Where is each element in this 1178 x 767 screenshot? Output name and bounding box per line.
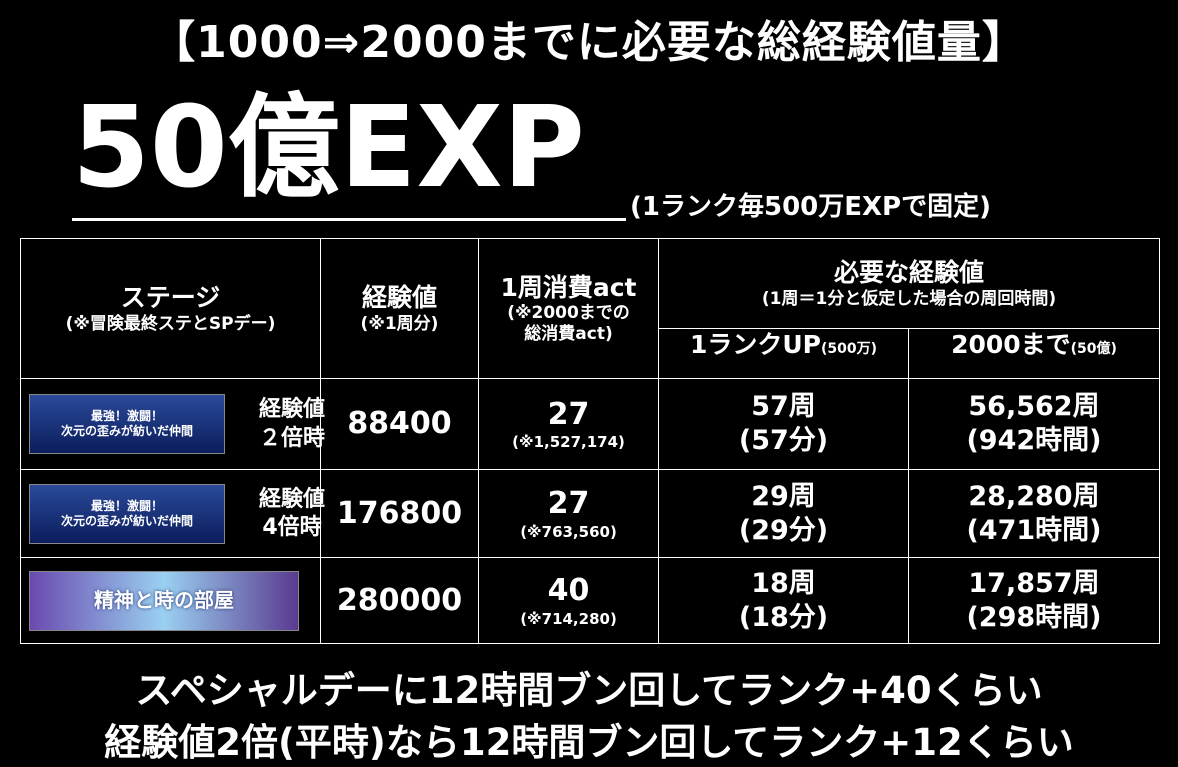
rank-cell: 18周 (18分) [658, 557, 909, 644]
header-text: 1周消費act [500, 272, 637, 302]
act-total: (※1,527,174) [512, 433, 625, 452]
act-total: (※763,560) [520, 522, 617, 541]
exp-cell: 280000 [320, 557, 479, 644]
header-sub: (※2000までの [507, 302, 630, 323]
header-cell: 2000まで (50億) [908, 328, 1160, 379]
total-cell: 17,857周 (298時間) [908, 557, 1160, 644]
stage-label: 経験値 4倍時 [249, 486, 335, 543]
header-cell: 1ランクUP (500万) [658, 328, 909, 379]
rank-time: (18分) [738, 601, 829, 633]
stage-cell: 最強！激闘！ 次元の歪みが紡いだ仲間 経験値 ２倍時 [20, 378, 325, 470]
big-total: 50億EXP [72, 78, 626, 221]
total-time: (942時間) [966, 425, 1102, 456]
label-text: 経験値 [258, 486, 325, 512]
note: (1ランク毎500万EXPで固定) [630, 192, 991, 222]
total-laps: 17,857周 [968, 567, 1100, 599]
header-sub: (※冒険最終ステとSPデー) [65, 313, 276, 334]
header-cell: ステージ (※冒険最終ステとSPデー) [20, 238, 321, 379]
total-laps: 56,562周 [968, 391, 1100, 423]
header-cell: 経験値 (※1周分) [320, 238, 479, 379]
act-value: 40 [547, 573, 590, 609]
act-value: 27 [547, 486, 590, 522]
rank-laps: 57周 [751, 391, 816, 423]
header-sub: (※1周分) [360, 313, 439, 334]
act-total: (※714,280) [520, 609, 617, 628]
stage-label: 経験値 ２倍時 [249, 396, 335, 453]
header-sub: (1周＝1分と仮定した場合の周回時間) [761, 288, 1057, 309]
total-laps: 28,280周 [968, 480, 1100, 512]
banner-text: 最強！激闘！ [90, 409, 163, 423]
header-text: 1ランクUP [689, 330, 821, 359]
act-cell: 40 (※714,280) [478, 557, 659, 644]
total-time: (471時間) [966, 514, 1102, 546]
banner-text: 次元の歪みが紡いだ仲間 [60, 424, 193, 438]
footer-line: 経験値2倍(平時)なら12時間ブン回してランク+12くらい [104, 721, 1074, 764]
stage-banner: 最強！激闘！ 次元の歪みが紡いだ仲間 [29, 394, 225, 454]
act-value: 27 [547, 396, 590, 432]
stage-banner: 最強！激闘！ 次元の歪みが紡いだ仲間 [29, 483, 225, 544]
header-text: 必要な経験値 [833, 258, 984, 288]
total-cell: 56,562周 (942時間) [908, 378, 1160, 470]
label-text: 4倍時 [262, 515, 322, 541]
stage-cell: 最強！激闘！ 次元の歪みが紡いだ仲間 経験値 4倍時 [20, 469, 325, 558]
rank-time: (29分) [738, 514, 829, 546]
header-cell: 1周消費act (※2000までの 総消費act) [478, 238, 659, 379]
stage-banner: 精神と時の部屋 [29, 570, 299, 631]
footer-line: スペシャルデーに12時間ブン回してランク+40くらい [135, 669, 1043, 712]
header-text: 経験値 [361, 283, 437, 313]
rank-laps: 29周 [751, 480, 816, 512]
total-cell: 28,280周 (471時間) [908, 469, 1160, 558]
title: 【1000⇒2000までに必要な総経験値量】 [151, 17, 1027, 68]
exp-value: 280000 [336, 582, 463, 618]
header-cell: 必要な経験値 (1周＝1分と仮定した場合の周回時間) [658, 238, 1160, 329]
total-time: (298時間) [966, 601, 1102, 633]
stage-cell: 精神と時の部屋 [20, 557, 321, 644]
header-text: 2000まで [951, 330, 1071, 359]
banner-text: 最強！激闘！ [90, 498, 163, 513]
exp-cell: 176800 [320, 469, 479, 558]
exp-value: 88400 [347, 406, 452, 442]
act-cell: 27 (※1,527,174) [478, 378, 659, 470]
rank-cell: 57周 (57分) [658, 378, 909, 470]
header-sub: (50億) [1070, 341, 1117, 357]
banner-text: 精神と時の部屋 [94, 588, 234, 612]
rank-cell: 29周 (29分) [658, 469, 909, 558]
exp-value: 176800 [336, 495, 463, 531]
banner-text: 次元の歪みが紡いだ仲間 [60, 513, 193, 528]
label-text: ２倍時 [258, 425, 325, 451]
rank-laps: 18周 [751, 567, 816, 599]
label-text: 経験値 [258, 397, 325, 422]
exp-cell: 88400 [320, 378, 479, 470]
rank-time: (57分) [738, 425, 829, 456]
header-sub: (500万) [821, 341, 878, 357]
header-text: ステージ [120, 283, 221, 313]
act-cell: 27 (※763,560) [478, 469, 659, 558]
header-sub: 総消費act) [524, 324, 613, 345]
